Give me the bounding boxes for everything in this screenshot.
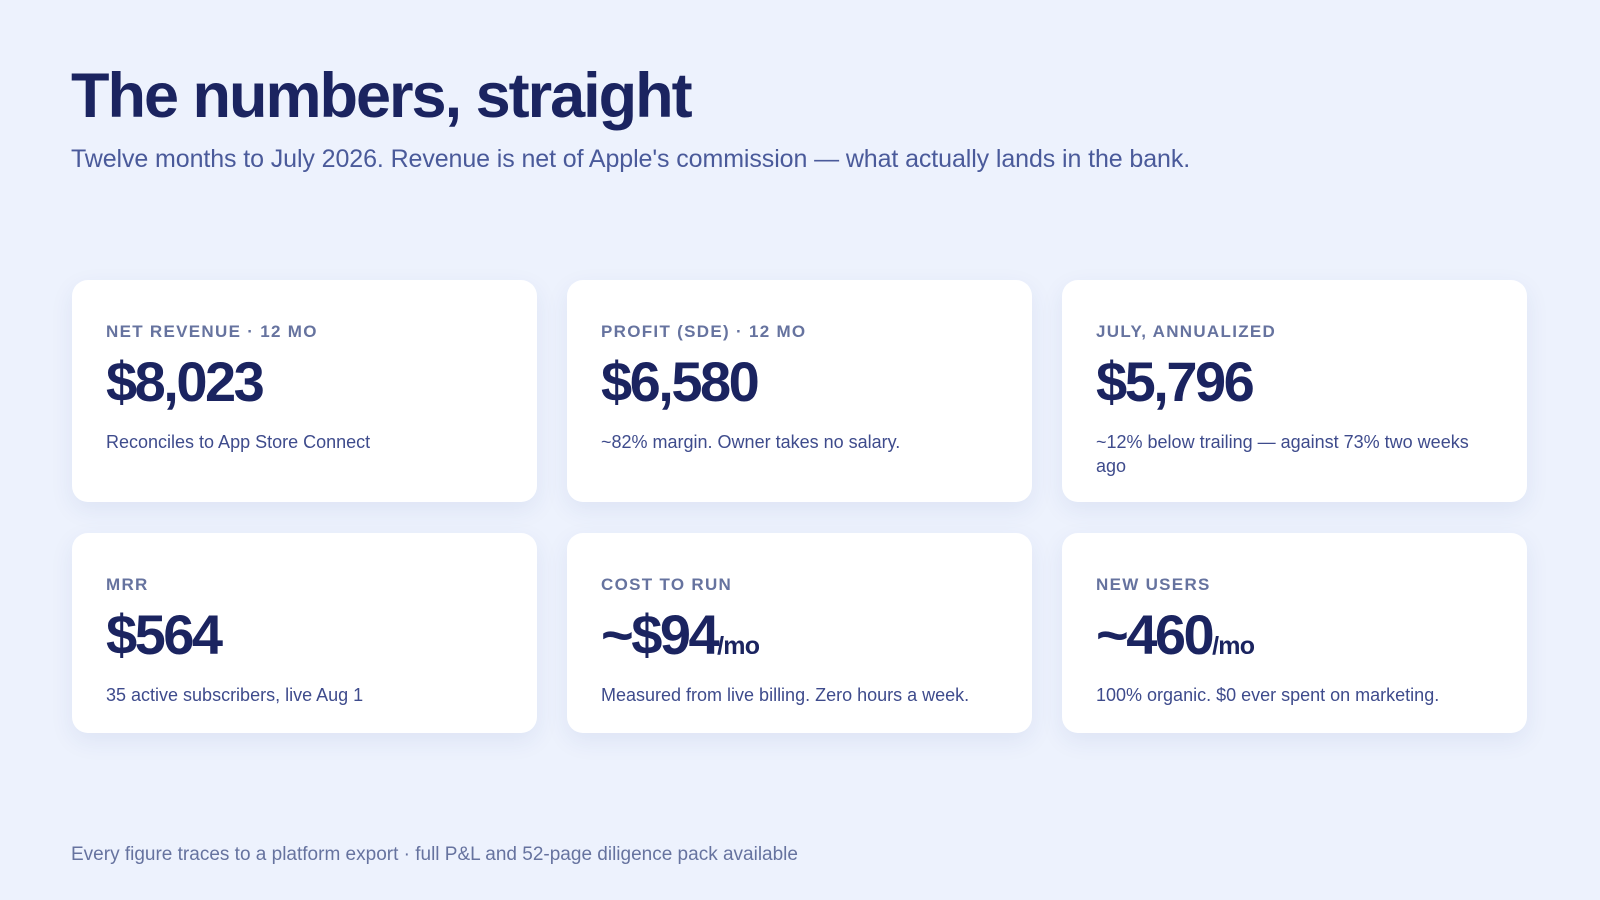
metric-card-cost-to-run: COST TO RUN ~$94/mo Measured from live b… <box>567 533 1032 733</box>
metric-value: $564 <box>106 605 503 676</box>
metric-number: ~460 <box>1096 603 1215 666</box>
metric-number: $6,580 <box>601 350 760 413</box>
metric-value: $8,023 <box>106 352 503 423</box>
metric-value: ~$94/mo <box>601 605 998 676</box>
metric-note: Measured from live billing. Zero hours a… <box>601 685 970 705</box>
metric-note: 35 active subscribers, live Aug 1 <box>106 685 364 705</box>
metric-label: MRR <box>106 575 149 594</box>
metric-number: $564 <box>106 603 223 666</box>
metric-unit: /mo <box>717 632 760 660</box>
metric-number: ~$94 <box>601 603 720 666</box>
metric-card-july-annualized: JULY, ANNUALIZED $5,796 ~12% below trail… <box>1062 280 1527 502</box>
metrics-grid: NET REVENUE · 12 MO $8,023 Reconciles to… <box>72 280 1528 733</box>
metric-card-new-users: NEW USERS ~460/mo 100% organic. $0 ever … <box>1062 533 1527 733</box>
metric-number: $8,023 <box>106 350 265 413</box>
metric-note: ~12% below trailing — against 73% two we… <box>1096 432 1469 476</box>
footer-note: Every figure traces to a platform export… <box>71 844 798 865</box>
metric-value: ~460/mo <box>1096 605 1493 676</box>
metric-label: NET REVENUE · 12 MO <box>106 322 318 341</box>
metric-label: NEW USERS <box>1096 575 1211 594</box>
page-title: The numbers, straight <box>71 61 693 131</box>
metric-card-mrr: MRR $564 35 active subscribers, live Aug… <box>72 533 537 733</box>
metric-card-profit: PROFIT (SDE) · 12 MO $6,580 ~82% margin.… <box>567 280 1032 502</box>
metric-unit: /mo <box>1212 632 1255 660</box>
page-subtitle: Twelve months to July 2026. Revenue is n… <box>71 145 1191 173</box>
metric-label: COST TO RUN <box>601 575 733 594</box>
metric-label: PROFIT (SDE) · 12 MO <box>601 322 807 341</box>
metric-note: ~82% margin. Owner takes no salary. <box>601 432 901 452</box>
metric-label: JULY, ANNUALIZED <box>1096 322 1277 341</box>
metric-value: $5,796 <box>1096 352 1493 423</box>
metric-number: $5,796 <box>1096 350 1255 413</box>
metric-card-net-revenue: NET REVENUE · 12 MO $8,023 Reconciles to… <box>72 280 537 502</box>
metric-value: $6,580 <box>601 352 998 423</box>
metric-note: Reconciles to App Store Connect <box>106 432 371 452</box>
metric-note: 100% organic. $0 ever spent on marketing… <box>1096 685 1440 705</box>
